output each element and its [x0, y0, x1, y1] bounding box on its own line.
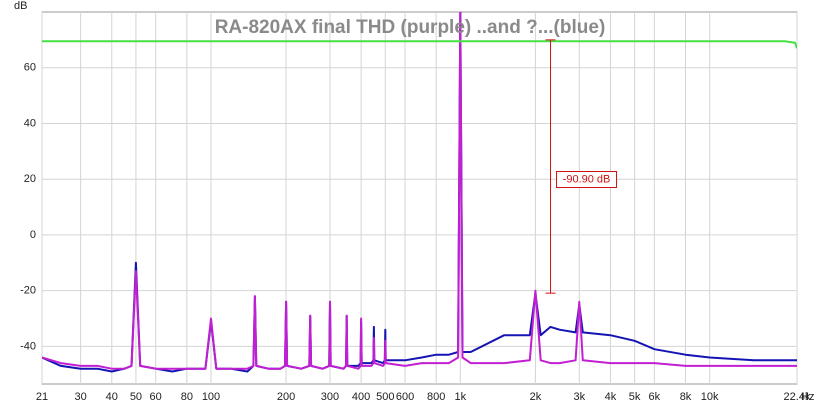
x-tick-label: 80 [181, 391, 193, 403]
x-tick-label: 500 [376, 391, 394, 403]
x-tick-label: 4k [605, 391, 617, 403]
series-line [42, 12, 797, 370]
x-tick-label: 30 [74, 391, 86, 403]
x-tick-label: 5k [629, 391, 641, 403]
x-tick-label: 300 [321, 391, 339, 403]
x-tick-label: 1k [455, 391, 467, 403]
series-line [42, 40, 797, 49]
x-axis-label: Hz [801, 391, 814, 403]
x-tick-label: 40 [106, 391, 118, 403]
series-group [42, 12, 797, 373]
x-tick-label: 21 [36, 391, 48, 403]
y-tick-label: 60 [24, 62, 36, 74]
cursor-label-box [556, 171, 618, 189]
x-tick-label: 600 [396, 391, 414, 403]
x-tick-label: 2k [530, 391, 542, 403]
x-tick-label: 50 [130, 391, 142, 403]
x-tick-label: 60 [150, 391, 162, 403]
y-tick-label: -40 [20, 340, 36, 352]
x-tick-label: 10k [701, 391, 719, 403]
y-tick-label: 40 [24, 117, 36, 129]
y-tick-label: -20 [20, 285, 36, 297]
cursor-label: -90.90 dB [563, 173, 611, 185]
x-tick-label: 400 [352, 391, 370, 403]
x-tick-label: 22.4k [784, 391, 811, 403]
plot-area [41, 11, 798, 385]
x-tick-label: 6k [649, 391, 661, 403]
chart-title: RA-820AX final THD (purple) ..and ?...(b… [215, 17, 606, 38]
x-tick-label: 800 [427, 391, 445, 403]
x-tick-label: 100 [202, 391, 220, 403]
x-tick-label: 8k [680, 391, 692, 403]
grid [41, 12, 798, 384]
y-tick-label: 20 [24, 173, 36, 185]
y-tick-label: 0 [30, 229, 36, 241]
x-tick-label: 3k [573, 391, 585, 403]
y-axis-label: dB [14, 0, 27, 12]
x-tick-label: 200 [277, 391, 295, 403]
